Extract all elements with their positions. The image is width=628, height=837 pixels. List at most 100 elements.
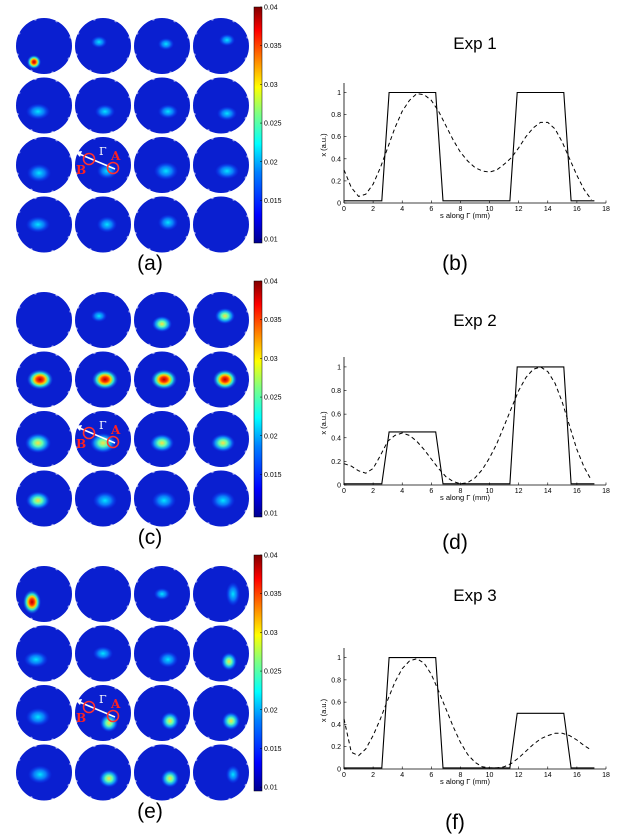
conductivity-map-2: Γ A B 0.04 0.035 0.03 0.025 0.02 0.015 0.01 (c) bbox=[16, 279, 282, 549]
map-disc bbox=[16, 137, 72, 193]
map-disc bbox=[134, 685, 190, 741]
map-disc bbox=[16, 77, 72, 134]
point-a-label: A bbox=[110, 423, 121, 437]
map-blob bbox=[28, 765, 52, 784]
point-a-label: A bbox=[110, 697, 121, 711]
colorbar-tick-label: 0.025 bbox=[264, 669, 282, 676]
colorbar-tick-label: 0.025 bbox=[264, 121, 282, 128]
reconstructed-series-line bbox=[343, 658, 592, 769]
map-blob bbox=[219, 34, 235, 46]
panel-label: (f) bbox=[445, 811, 465, 834]
x-tick-label: 16 bbox=[573, 772, 581, 779]
point-b-marker bbox=[82, 152, 96, 166]
y-tick-label: 1 bbox=[337, 364, 341, 371]
map-blob bbox=[215, 308, 235, 324]
map-blob bbox=[158, 214, 178, 231]
map-disc bbox=[193, 685, 249, 741]
colorbar-tick-label: 0.02 bbox=[264, 159, 278, 166]
gamma-arrow-icon bbox=[75, 699, 82, 705]
map-disc bbox=[75, 625, 131, 682]
map-blob bbox=[161, 712, 179, 730]
map-blob bbox=[215, 163, 239, 179]
x-tick-label: 18 bbox=[602, 206, 610, 213]
map-disc bbox=[193, 137, 249, 193]
map-disc bbox=[193, 292, 249, 348]
map-blob bbox=[151, 369, 177, 390]
map-disc bbox=[16, 566, 72, 622]
map-blob bbox=[222, 712, 240, 730]
map-disc bbox=[16, 196, 72, 253]
reconstructed-series-line bbox=[343, 93, 592, 200]
colorbar-tick-label: 0.01 bbox=[264, 785, 278, 792]
point-b-label: B bbox=[76, 437, 86, 451]
y-tick-label: 1 bbox=[337, 90, 341, 97]
x-tick-label: 10 bbox=[486, 206, 494, 213]
map-disc bbox=[16, 411, 72, 467]
map-disc bbox=[134, 744, 190, 801]
colorbar: 0.04 0.035 0.03 0.025 0.02 0.015 0.01 bbox=[253, 5, 282, 244]
point-a-marker bbox=[106, 435, 120, 449]
colorbar-tick-label: 0.03 bbox=[264, 630, 278, 637]
map-disc bbox=[75, 196, 131, 253]
map-blob bbox=[221, 652, 237, 671]
map-blob bbox=[152, 316, 172, 332]
map-blob bbox=[158, 104, 178, 119]
y-tick-label: 0.6 bbox=[331, 412, 341, 419]
x-tick-label: 6 bbox=[429, 772, 433, 779]
map-disc bbox=[193, 411, 249, 467]
x-tick-label: 10 bbox=[486, 488, 494, 495]
gamma-arrow-icon bbox=[75, 151, 82, 157]
x-tick-label: 12 bbox=[515, 772, 523, 779]
map-blob bbox=[24, 651, 48, 668]
gamma-label: Γ bbox=[99, 145, 107, 158]
map-blob bbox=[158, 38, 174, 50]
x-tick-label: 6 bbox=[429, 488, 433, 495]
point-a-marker bbox=[106, 161, 120, 175]
map-blob bbox=[92, 369, 118, 390]
colorbar: 0.04 0.035 0.03 0.025 0.02 0.015 0.01 bbox=[253, 553, 282, 792]
y-tick-label: 0.2 bbox=[331, 178, 341, 185]
colorbar-tick-label: 0.035 bbox=[264, 43, 282, 50]
point-b-label: B bbox=[76, 711, 86, 725]
chart-title: Exp 3 bbox=[453, 586, 496, 605]
map-blob bbox=[226, 765, 240, 784]
colorbar-tick-label: 0.02 bbox=[264, 707, 278, 714]
conductivity-map-3: Γ A B 0.04 0.035 0.03 0.025 0.02 0.015 0.01 (e) bbox=[16, 553, 282, 823]
x-tick-label: 4 bbox=[400, 488, 404, 495]
map-disc bbox=[75, 77, 131, 134]
map-disc bbox=[193, 196, 249, 253]
map-disc bbox=[75, 685, 131, 741]
map-disc bbox=[75, 566, 131, 622]
line-chart-2: Exp 2 0 2 4 6 8 10 12 14 16 18 0 0.2 0.4 0.6 0.8 1 s alon… bbox=[319, 311, 610, 554]
colorbar-tick-label: 0.015 bbox=[264, 746, 282, 753]
map-blob bbox=[27, 164, 51, 182]
y-tick-label: 0.2 bbox=[331, 459, 341, 466]
map-blob bbox=[26, 708, 50, 726]
map-blob bbox=[226, 582, 240, 606]
map-disc bbox=[75, 137, 131, 193]
colorbar-tick-label: 0.03 bbox=[264, 356, 278, 363]
map-blob bbox=[95, 104, 115, 119]
map-blob bbox=[26, 491, 50, 510]
map-disc bbox=[16, 470, 72, 527]
map-blob bbox=[93, 646, 113, 661]
gamma-line bbox=[76, 152, 116, 170]
colorbar-tick-label: 0.02 bbox=[264, 433, 278, 440]
colorbar-tick-label: 0.04 bbox=[264, 279, 278, 286]
map-blob bbox=[91, 36, 107, 48]
map-blob bbox=[97, 216, 117, 233]
true-series-line bbox=[344, 366, 595, 485]
y-tick-label: 0.4 bbox=[331, 156, 341, 163]
map-disc bbox=[134, 566, 190, 622]
x-tick-label: 16 bbox=[573, 206, 581, 213]
map-blob bbox=[93, 491, 117, 510]
map-disc bbox=[75, 470, 131, 527]
map-blob bbox=[213, 369, 237, 390]
y-tick-label: 0.2 bbox=[331, 744, 341, 751]
map-blob bbox=[23, 590, 41, 614]
x-axis-label: s along Γ (mm) bbox=[440, 211, 490, 220]
map-blob bbox=[152, 491, 176, 510]
x-tick-label: 10 bbox=[486, 772, 494, 779]
map-disc bbox=[193, 744, 249, 801]
map-blob bbox=[26, 216, 50, 233]
